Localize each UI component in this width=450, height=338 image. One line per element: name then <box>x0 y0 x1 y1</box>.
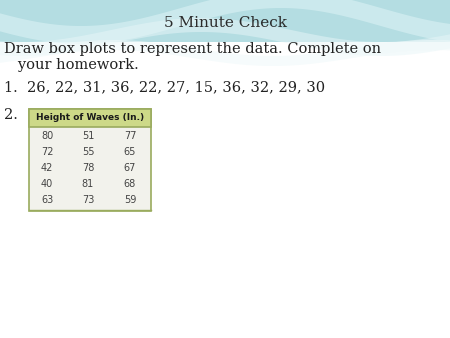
Polygon shape <box>0 18 450 56</box>
FancyBboxPatch shape <box>29 109 151 127</box>
Text: 42: 42 <box>41 163 53 173</box>
Polygon shape <box>0 0 450 80</box>
Text: 51: 51 <box>82 131 94 141</box>
Polygon shape <box>0 40 450 66</box>
Text: 81: 81 <box>82 179 94 189</box>
Text: Draw box plots to represent the data. Complete on: Draw box plots to represent the data. Co… <box>4 42 381 56</box>
Text: 40: 40 <box>41 179 53 189</box>
Text: 80: 80 <box>41 131 53 141</box>
Text: your homework.: your homework. <box>4 58 139 72</box>
Text: 59: 59 <box>124 195 136 205</box>
Text: 68: 68 <box>124 179 136 189</box>
Text: 5 Minute Check: 5 Minute Check <box>163 16 287 30</box>
Text: 72: 72 <box>41 147 53 157</box>
Text: 77: 77 <box>124 131 136 141</box>
Text: 55: 55 <box>82 147 94 157</box>
Text: 2.: 2. <box>4 108 18 122</box>
Text: 67: 67 <box>124 163 136 173</box>
Text: 1.  26, 22, 31, 36, 22, 27, 15, 36, 32, 29, 30: 1. 26, 22, 31, 36, 22, 27, 15, 36, 32, 2… <box>4 80 325 94</box>
FancyBboxPatch shape <box>29 109 151 211</box>
Polygon shape <box>0 0 450 85</box>
Text: 73: 73 <box>82 195 94 205</box>
Polygon shape <box>0 0 450 44</box>
Text: 78: 78 <box>82 163 94 173</box>
Text: Height of Waves (In.): Height of Waves (In.) <box>36 114 144 122</box>
Polygon shape <box>0 42 450 338</box>
Text: 63: 63 <box>41 195 53 205</box>
Text: 65: 65 <box>124 147 136 157</box>
